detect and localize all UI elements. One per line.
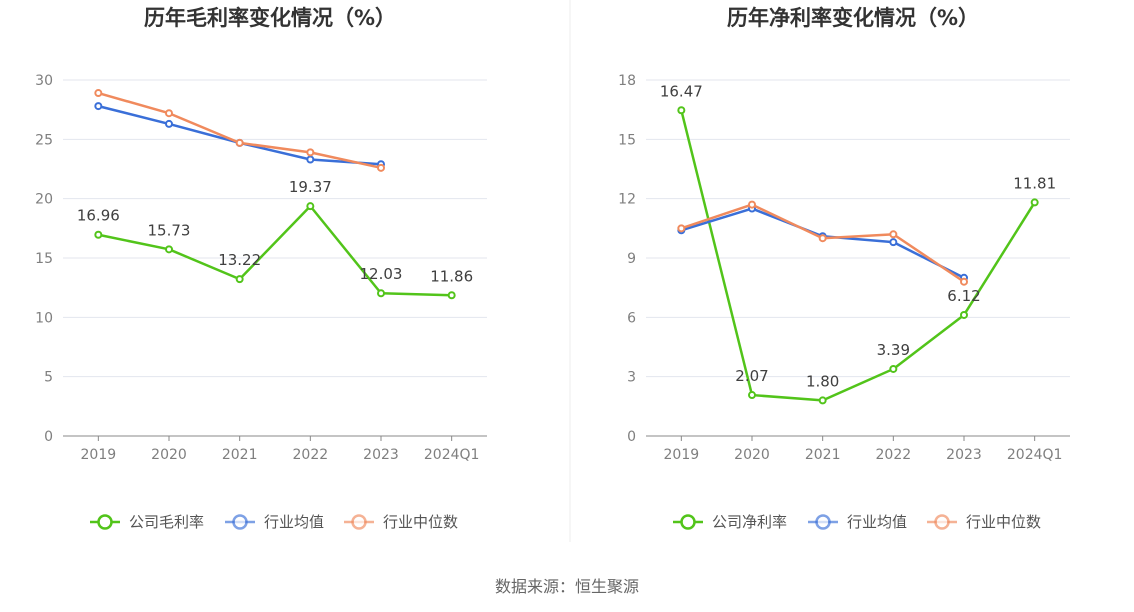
net-margin-chart: 历年净利率变化情况（%） 0 3 6 9 12 15 18 2019 2020 2021 2022 20…	[618, 6, 1070, 531]
legend-marker-circle	[232, 514, 248, 530]
data-label: 1.80	[806, 372, 839, 390]
y-tick-label: 0	[627, 429, 636, 445]
data-label: 3.39	[877, 341, 910, 359]
legend-label: 公司毛利率	[129, 513, 204, 531]
legend-marker-circle	[815, 514, 831, 530]
y-tick-label: 15	[35, 251, 53, 267]
data-point	[94, 102, 103, 111]
data-label: 12.03	[360, 265, 403, 283]
data-point	[960, 277, 968, 286]
x-tick-label: 2019	[81, 447, 117, 463]
legend-label: 行业均值	[847, 513, 907, 531]
data-label: 16.96	[77, 207, 120, 225]
y-tick-label: 30	[35, 73, 53, 89]
legend-label: 行业中位数	[383, 513, 458, 531]
x-tick-label: 2021	[222, 447, 258, 463]
data-point	[235, 138, 244, 147]
x-tick-label: 2020	[151, 447, 187, 463]
data-point	[94, 89, 103, 98]
x-tick-label: 2022	[293, 447, 329, 463]
data-label: 2.07	[735, 367, 768, 385]
data-point	[677, 224, 686, 233]
data-point	[960, 310, 968, 319]
data-point	[306, 202, 315, 211]
data-label: 15.73	[148, 221, 191, 239]
x-tick-label: 2024Q1	[1007, 447, 1063, 463]
series-line	[98, 204, 452, 297]
data-label: 11.81	[1013, 174, 1056, 192]
x-tick-label: 2020	[734, 447, 770, 463]
data-point	[818, 396, 827, 405]
data-point	[889, 364, 898, 373]
y-tick-label: 6	[627, 310, 636, 326]
data-label: 6.12	[947, 287, 980, 305]
legend-marker-circle	[934, 514, 950, 530]
data-point	[447, 291, 456, 300]
data-label: 11.86	[430, 267, 473, 285]
data-point	[165, 109, 173, 118]
series-line	[98, 104, 382, 166]
data-point	[94, 230, 103, 239]
y-tick-label: 10	[35, 310, 53, 326]
legend-marker-circle	[680, 514, 696, 530]
data-point	[889, 238, 898, 247]
legend-label: 公司净利率	[712, 513, 787, 531]
data-point	[889, 230, 898, 239]
series-line	[680, 109, 1036, 402]
legend-marker-circle	[97, 514, 113, 530]
x-tick-label: 2024Q1	[424, 447, 480, 463]
data-point	[377, 289, 385, 298]
data-point	[377, 163, 385, 172]
x-tick-label: 2019	[664, 447, 700, 463]
series-line	[680, 207, 965, 279]
y-tick-label: 12	[618, 192, 636, 208]
y-tick-label: 3	[627, 370, 636, 386]
chart-title: 历年净利率变化情况（%）	[727, 6, 979, 30]
data-label: 13.22	[218, 251, 261, 269]
data-point	[165, 245, 173, 254]
legend-label: 行业中位数	[966, 513, 1041, 531]
y-tick-label: 25	[35, 132, 53, 148]
data-point	[235, 275, 244, 284]
y-tick-label: 9	[627, 251, 636, 267]
data-point	[306, 148, 315, 157]
data-point	[165, 119, 173, 128]
x-tick-label: 2023	[946, 447, 982, 463]
data-point	[1030, 198, 1039, 207]
series-line	[97, 91, 382, 170]
chart-title: 历年毛利率变化情况（%）	[144, 6, 396, 30]
x-tick-label: 2022	[876, 447, 912, 463]
legend-marker-circle	[351, 514, 367, 530]
y-tick-label: 20	[35, 192, 53, 208]
y-tick-label: 18	[618, 73, 636, 89]
gross-margin-chart: 历年毛利率变化情况（%） 0 5 10 15 20 25 30 2019 2020 2021 2022…	[35, 6, 487, 531]
data-point	[306, 155, 315, 164]
x-tick-label: 2021	[805, 447, 841, 463]
data-point	[818, 234, 827, 243]
legend-label: 行业均值	[264, 513, 324, 531]
x-tick-label: 2023	[363, 447, 399, 463]
y-tick-label: 5	[44, 370, 53, 386]
data-label: 16.47	[660, 82, 703, 100]
source-note: 数据来源：恒生聚源	[495, 577, 639, 596]
y-tick-label: 0	[44, 429, 53, 445]
data-point	[677, 106, 686, 115]
data-label: 19.37	[289, 178, 332, 196]
y-tick-label: 15	[618, 132, 636, 148]
data-point	[748, 200, 756, 209]
data-point	[748, 391, 756, 400]
